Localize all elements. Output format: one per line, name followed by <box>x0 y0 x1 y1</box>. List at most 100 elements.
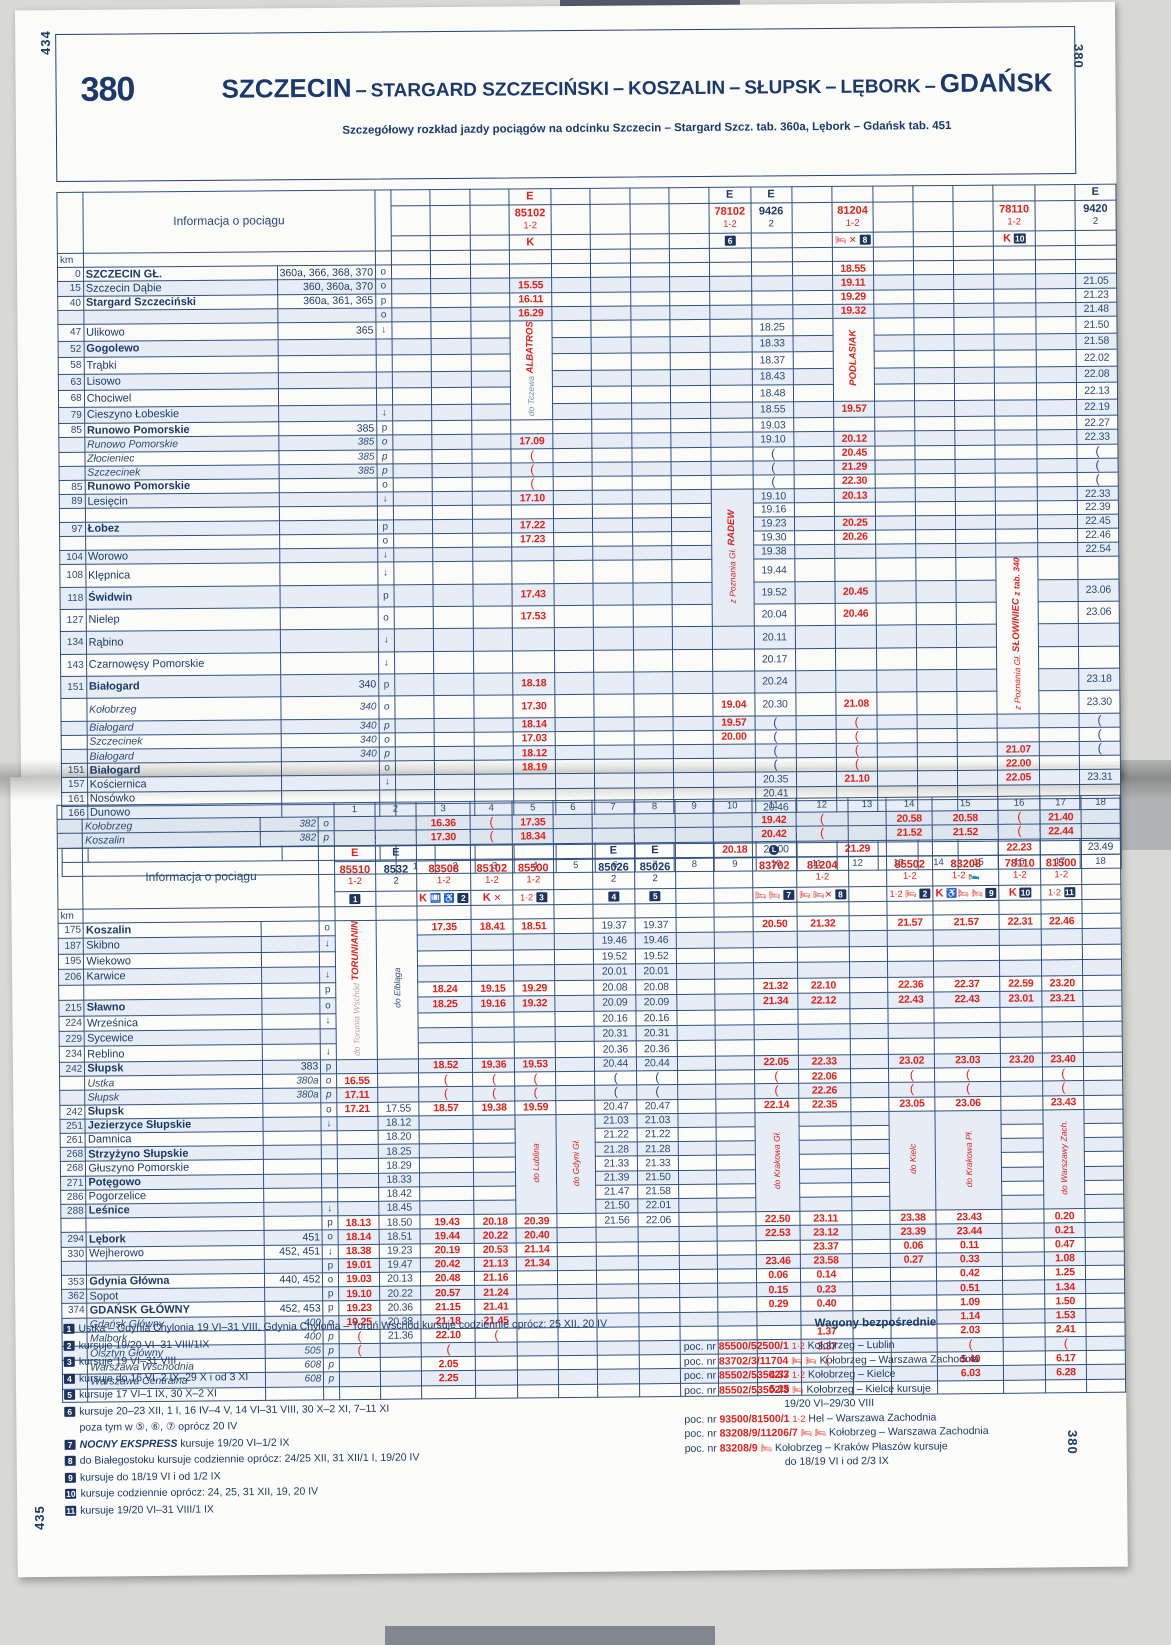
train-name-vertical: z Poznania Gł. SŁOWINIEC z tab. 340 <box>996 556 1039 714</box>
time-cell <box>596 1227 638 1242</box>
train-number-14 <box>913 201 954 232</box>
time-cell <box>393 519 433 534</box>
time-cell: 19.42 <box>751 812 797 828</box>
table-reference: 451 <box>264 1230 323 1246</box>
time-cell <box>753 1008 798 1025</box>
arrival-departure-marker <box>321 1130 337 1146</box>
time-cell <box>391 278 431 294</box>
time-cell <box>335 1059 378 1074</box>
time-cell <box>554 672 595 695</box>
time-cell <box>430 278 471 294</box>
km-value: 58 <box>58 357 84 375</box>
train-number-12: 81204 1-2 <box>831 202 874 233</box>
time-cell: 21.58 <box>637 1184 679 1199</box>
time-cell <box>434 717 474 733</box>
time-cell <box>417 965 473 982</box>
time-cell: 17.30 <box>415 829 471 845</box>
time-cell <box>955 473 996 488</box>
train-category-7: E <box>592 842 635 859</box>
time-cell: 23.05 <box>889 1096 936 1112</box>
time-cell <box>888 1038 935 1055</box>
time-cell: 21.48 <box>1075 301 1117 317</box>
time-cell <box>553 560 594 584</box>
time-cell <box>473 1143 516 1158</box>
time-cell: 1.09 <box>936 1294 1004 1310</box>
time-cell <box>633 693 674 717</box>
time-cell: ( <box>473 1086 515 1101</box>
time-cell <box>596 1269 639 1285</box>
time-cell: 21.41 <box>475 1299 517 1314</box>
time-cell <box>915 487 956 503</box>
time-cell <box>632 582 673 605</box>
time-cell: ( <box>752 474 794 490</box>
time-cell <box>594 716 635 732</box>
time-cell: 19.43 <box>419 1214 475 1230</box>
time-cell <box>637 1241 680 1256</box>
train-category-17 <box>1034 184 1075 201</box>
time-cell <box>596 1241 639 1257</box>
time-cell <box>793 417 834 433</box>
time-cell <box>514 1042 556 1058</box>
time-cell <box>954 333 995 351</box>
time-cell <box>715 1055 755 1071</box>
spacer <box>913 246 954 261</box>
time-cell <box>553 546 594 561</box>
time-cell <box>1036 458 1077 473</box>
time-cell <box>914 333 955 351</box>
km-value: 63 <box>58 373 85 391</box>
time-cell <box>1084 1123 1124 1138</box>
table-reference <box>277 338 377 356</box>
time-cell <box>638 1269 680 1285</box>
time-cell <box>851 1182 890 1197</box>
train-number-4: 85102 1-2 <box>509 204 551 235</box>
train-number-17: 81500 1-2 <box>1040 854 1083 885</box>
time-cell <box>473 1157 516 1172</box>
time-cell <box>851 1153 890 1169</box>
train-number-6 <box>553 858 594 890</box>
train-category-5 <box>512 843 554 860</box>
time-cell: ( <box>636 1070 678 1086</box>
time-cell <box>794 625 836 649</box>
km-value: 206 <box>58 969 85 986</box>
time-cell <box>677 1009 716 1026</box>
time-cell: 19.53 <box>514 1057 556 1073</box>
time-cell <box>834 558 877 581</box>
time-cell <box>848 930 888 947</box>
time-cell <box>394 718 435 733</box>
time-cell <box>1085 1279 1125 1294</box>
time-cell <box>915 529 957 544</box>
time-cell: 20.09 <box>635 994 678 1011</box>
time-cell: 21.34 <box>753 993 798 1010</box>
time-cell <box>430 264 471 279</box>
time-cell <box>1035 273 1076 289</box>
time-cell: 0.21 <box>1043 1222 1086 1238</box>
time-cell <box>591 305 631 321</box>
spacer <box>590 249 631 264</box>
time-cell <box>1083 1080 1123 1096</box>
time-cell <box>888 1007 935 1024</box>
time-cell <box>933 945 1000 962</box>
station-name: Sycewice <box>84 1029 263 1047</box>
time-cell <box>1083 990 1122 1007</box>
time-cell <box>630 336 671 354</box>
time-cell <box>875 459 916 475</box>
time-cell <box>955 430 996 446</box>
time-cell <box>678 1198 717 1213</box>
train-category-3 <box>469 188 510 206</box>
time-cell <box>1038 741 1080 757</box>
time-cell <box>471 476 512 492</box>
table-reference: 340 <box>280 732 380 748</box>
time-cell: 16.11 <box>509 292 552 307</box>
time-cell: 20.44 <box>594 1056 637 1072</box>
time-cell <box>793 460 834 475</box>
time-cell <box>677 1025 716 1041</box>
time-cell <box>434 732 474 747</box>
train-attributes-12: 🛏 ✕ 8 <box>831 232 874 248</box>
time-cell <box>955 514 996 530</box>
time-cell: 0.23 <box>800 1281 853 1297</box>
time-cell <box>1036 486 1078 502</box>
table-reference: 340 <box>280 696 380 720</box>
time-cell: 22.43 <box>888 992 935 1008</box>
time-cell <box>337 1187 379 1202</box>
time-cell <box>997 713 1039 728</box>
